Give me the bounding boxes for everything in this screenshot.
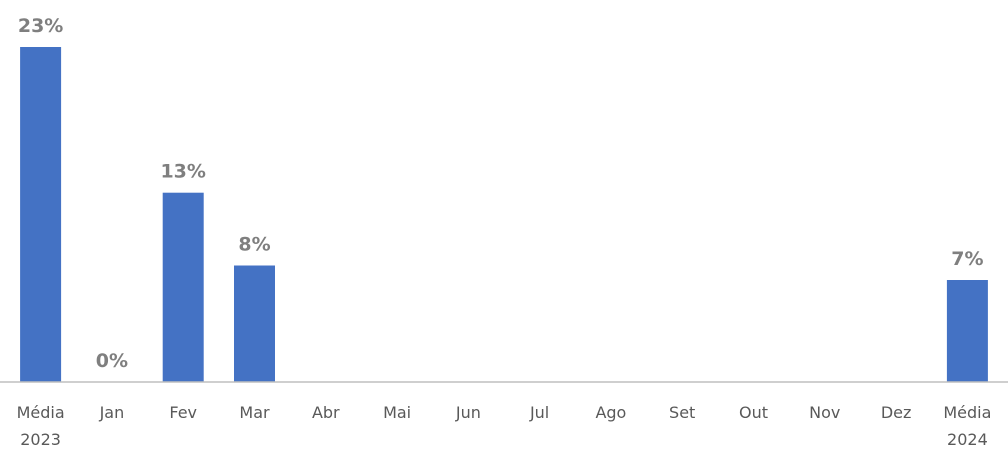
bar-3 (234, 265, 275, 382)
bars-group (20, 47, 988, 382)
category-label-10: Out (739, 403, 768, 422)
value-label-1: 0% (96, 350, 128, 372)
value-labels-group: 23% 0% 13% 8% 7% (18, 15, 984, 372)
bar-2 (162, 192, 204, 382)
category-label-6: Jun (455, 403, 481, 422)
category-label-2: Fev (169, 403, 197, 422)
category-label-12: Dez (881, 403, 912, 422)
category-label-1: Jan (99, 403, 125, 422)
category-label-9: Set (669, 403, 695, 422)
value-label-2: 13% (160, 161, 205, 183)
bar-0 (20, 47, 62, 382)
category-label-13: Média 2024 (943, 403, 991, 449)
category-labels-group: Média 2023 Jan Fev Mar Abr Mai Jun Jul Ago Set Out N… (17, 403, 992, 449)
category-label-3: Mar (239, 403, 270, 422)
category-label-0: Média 2023 (17, 403, 65, 449)
bar-13 (946, 280, 988, 382)
category-label-7: Jul (529, 403, 549, 422)
value-label-0: 23% (18, 15, 63, 37)
category-label-11: Nov (809, 403, 840, 422)
category-label-5: Mai (383, 403, 411, 422)
category-label-4: Abr (312, 403, 340, 422)
value-label-3: 8% (238, 234, 270, 256)
value-label-13: 7% (951, 248, 983, 270)
category-label-8: Ago (595, 403, 626, 422)
